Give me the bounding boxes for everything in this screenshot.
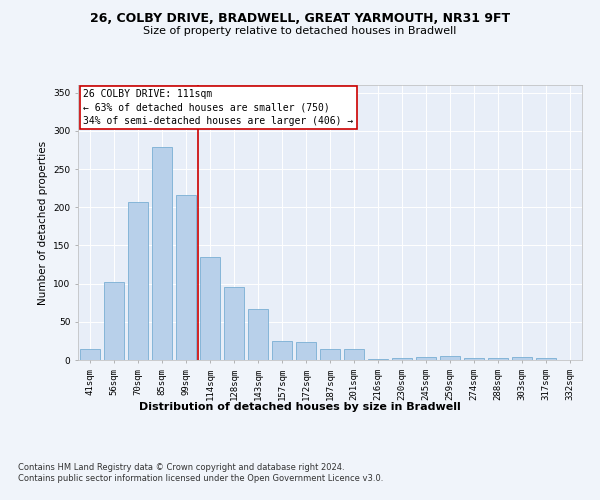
Bar (272, 341, 292, 360)
Text: Contains public sector information licensed under the Open Government Licence v3: Contains public sector information licen… (18, 474, 383, 483)
Bar (224, 286, 244, 360)
Bar (80, 350, 100, 360)
Bar (488, 358, 508, 360)
Bar (104, 282, 124, 360)
Text: Size of property relative to detached houses in Bradwell: Size of property relative to detached ho… (143, 26, 457, 36)
Bar (344, 348, 364, 360)
Bar (152, 147, 172, 360)
Bar (440, 356, 460, 360)
Y-axis label: Number of detached properties: Number of detached properties (38, 140, 47, 304)
Bar (464, 358, 484, 360)
Bar (320, 350, 340, 360)
Bar (392, 358, 412, 360)
Bar (416, 357, 436, 360)
Bar (128, 202, 148, 360)
Text: 26, COLBY DRIVE, BRADWELL, GREAT YARMOUTH, NR31 9FT: 26, COLBY DRIVE, BRADWELL, GREAT YARMOUT… (90, 12, 510, 26)
Bar (368, 359, 388, 360)
Bar (536, 358, 556, 360)
Text: Distribution of detached houses by size in Bradwell: Distribution of detached houses by size … (139, 402, 461, 412)
Text: Contains HM Land Registry data © Crown copyright and database right 2024.: Contains HM Land Registry data © Crown c… (18, 462, 344, 471)
Bar (176, 195, 196, 360)
Text: 26 COLBY DRIVE: 111sqm
← 63% of detached houses are smaller (750)
34% of semi-de: 26 COLBY DRIVE: 111sqm ← 63% of detached… (83, 89, 353, 126)
Bar (248, 309, 268, 360)
Bar (512, 357, 532, 360)
Bar (296, 342, 316, 360)
Bar (200, 257, 220, 360)
